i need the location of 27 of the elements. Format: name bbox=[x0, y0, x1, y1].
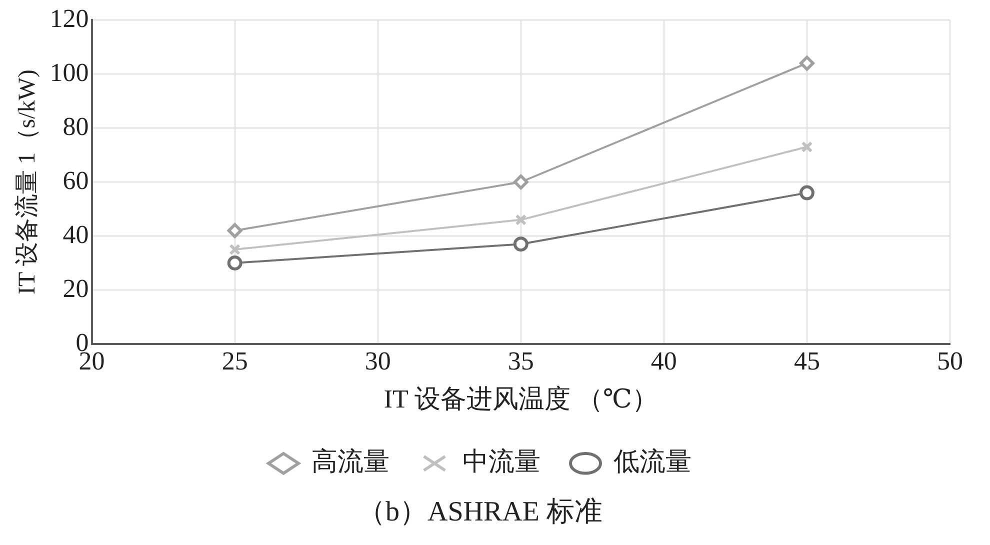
text: （b）ASHRAE 标准 bbox=[357, 496, 603, 528]
x-tick-label: 35 bbox=[508, 346, 534, 376]
point bbox=[227, 256, 242, 270]
point bbox=[229, 244, 241, 256]
y-tick-label: 80 bbox=[62, 112, 89, 141]
x-tick-label: 40 bbox=[650, 346, 677, 376]
point bbox=[515, 214, 527, 226]
legend-label: 低流量 bbox=[614, 447, 692, 476]
y-tick-label: 40 bbox=[62, 220, 89, 249]
y-tick-label: 100 bbox=[50, 58, 89, 87]
legend-label: 高流量 bbox=[312, 447, 390, 476]
y-axis-title: IT 设备流量 1（s/kW) bbox=[14, 70, 41, 294]
y-tick-label: 20 bbox=[62, 274, 89, 303]
y-tick-label: 60 bbox=[62, 166, 89, 195]
point bbox=[227, 223, 242, 238]
x-axis-title: IT 设备进风温度 （℃） bbox=[384, 384, 658, 414]
legend-label: 中流量 bbox=[462, 447, 540, 476]
point bbox=[513, 174, 528, 190]
x-tick-label: 30 bbox=[364, 346, 391, 376]
point bbox=[801, 141, 813, 153]
x-tick-label: 50 bbox=[937, 346, 963, 376]
point bbox=[513, 236, 528, 252]
x-tick-label: 25 bbox=[222, 346, 248, 376]
point bbox=[799, 56, 814, 71]
point bbox=[799, 185, 814, 200]
x-tick-label: 45 bbox=[794, 346, 820, 376]
y-tick-label: 120 bbox=[50, 4, 89, 33]
